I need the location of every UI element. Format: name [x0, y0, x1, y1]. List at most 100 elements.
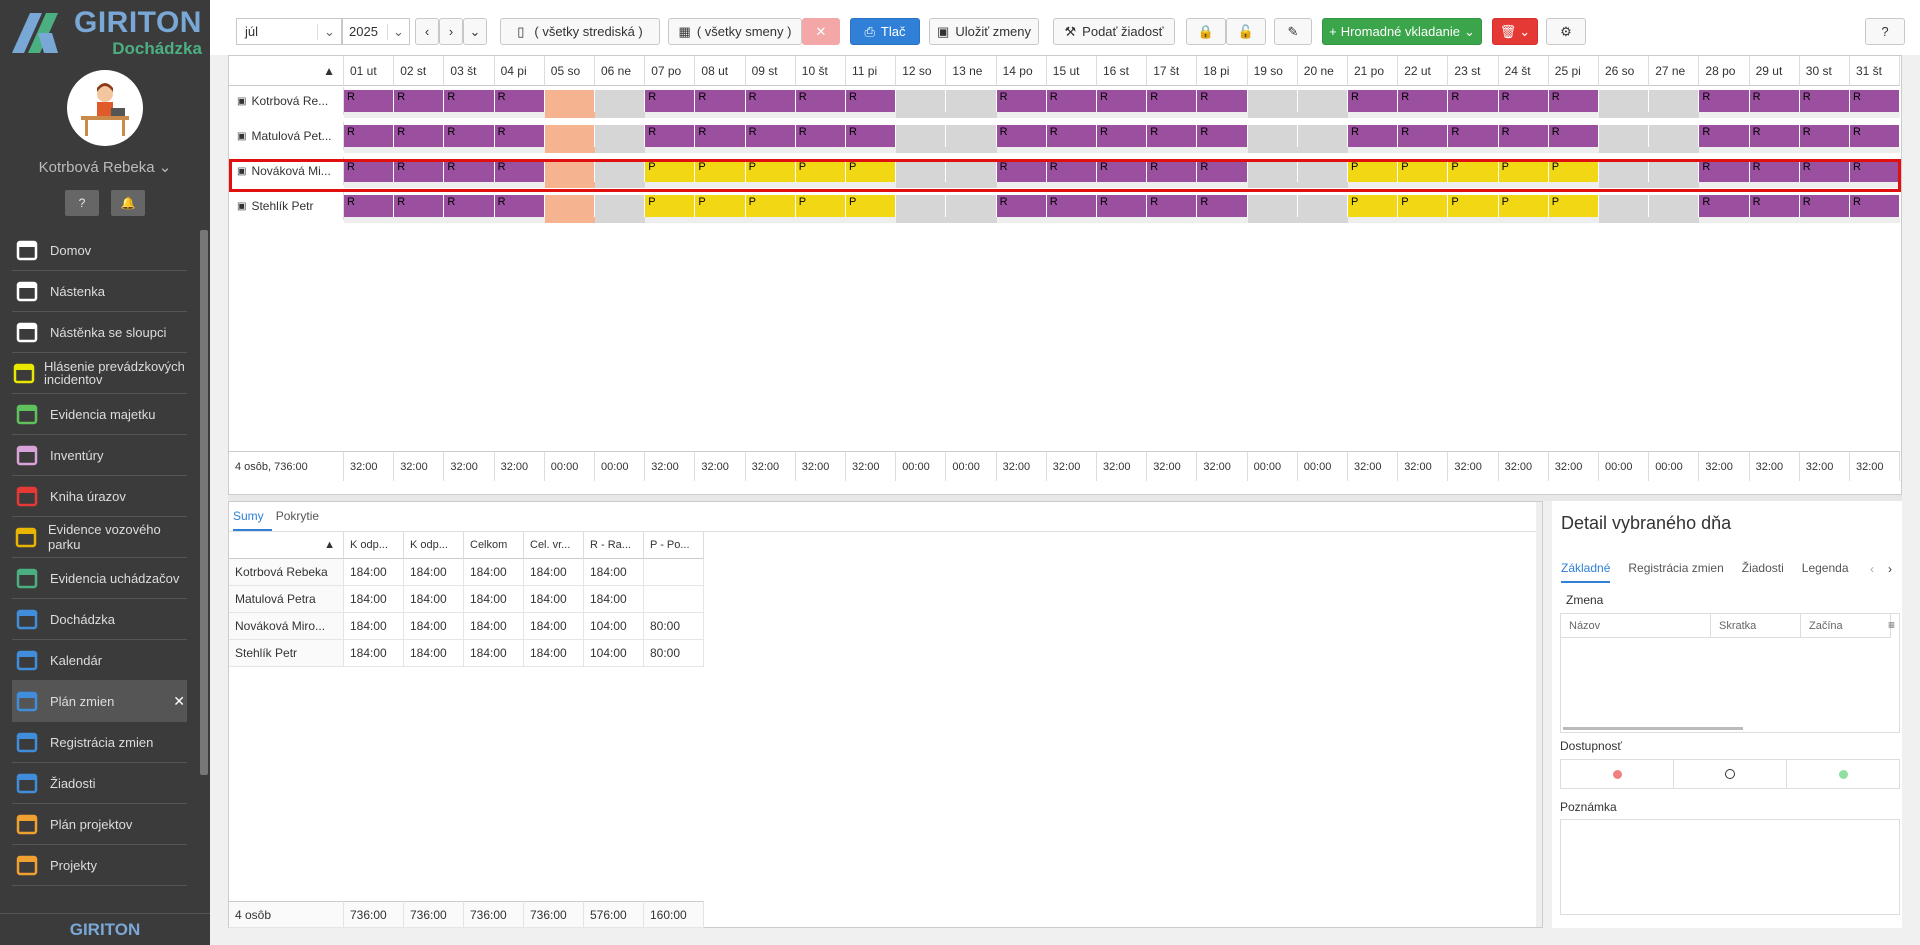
- shift-cell[interactable]: R: [1498, 125, 1549, 147]
- day-header[interactable]: 08 ut: [695, 56, 746, 86]
- prev-month-button[interactable]: ‹: [415, 18, 439, 45]
- day-header[interactable]: 05 so: [544, 56, 595, 86]
- day-header[interactable]: 04 pi: [494, 56, 545, 86]
- shift-cell[interactable]: [544, 160, 595, 182]
- submit-request-button[interactable]: ⚒ Podať žiadosť: [1053, 18, 1175, 45]
- shift-cell[interactable]: R: [1850, 125, 1901, 147]
- sidebar-item-4[interactable]: Evidencia majetku: [12, 394, 187, 435]
- shift-cell[interactable]: R: [745, 125, 796, 147]
- sums-row-name[interactable]: Stehlík Petr: [229, 640, 344, 667]
- shift-cell[interactable]: [595, 90, 646, 112]
- shift-cell[interactable]: R: [344, 125, 395, 147]
- shift-cell[interactable]: [1649, 125, 1700, 147]
- day-header[interactable]: 28 po: [1699, 56, 1750, 86]
- shift-cell[interactable]: R: [1548, 90, 1599, 112]
- shift-cell[interactable]: R: [1097, 160, 1148, 182]
- shift-cell[interactable]: R: [394, 160, 445, 182]
- shift-cell[interactable]: R: [344, 160, 395, 182]
- shift-cell[interactable]: R: [695, 90, 746, 112]
- shift-cell[interactable]: R: [846, 90, 897, 112]
- shift-cell[interactable]: R: [1749, 125, 1800, 147]
- sidebar-item-3[interactable]: Hlásenie prevádzkových incidentov: [12, 353, 187, 394]
- month-select[interactable]: júl ⌄: [236, 18, 342, 45]
- shift-cell[interactable]: R: [645, 90, 696, 112]
- shift-cell[interactable]: R: [494, 125, 545, 147]
- shift-cell[interactable]: [1599, 125, 1650, 147]
- shift-cell[interactable]: [544, 90, 595, 112]
- shift-cell[interactable]: P: [1448, 195, 1499, 217]
- day-header[interactable]: 11 pi: [846, 56, 897, 86]
- day-header[interactable]: 19 so: [1247, 56, 1298, 86]
- shift-cell[interactable]: [946, 195, 997, 217]
- shift-cell[interactable]: R: [1097, 125, 1148, 147]
- shift-cell[interactable]: [946, 125, 997, 147]
- shift-cell[interactable]: P: [1498, 160, 1549, 182]
- shift-cell[interactable]: R: [1850, 90, 1901, 112]
- shift-cell[interactable]: R: [1699, 125, 1750, 147]
- shift-cell[interactable]: R: [996, 125, 1047, 147]
- horizontal-scrollbar[interactable]: [1563, 727, 1743, 730]
- shift-cell[interactable]: R: [1448, 90, 1499, 112]
- employee-name[interactable]: ▣ Nováková Mi...: [229, 157, 344, 185]
- shift-cell[interactable]: R: [444, 195, 495, 217]
- day-header[interactable]: 16 st: [1097, 56, 1148, 86]
- shift-cell[interactable]: P: [1348, 160, 1399, 182]
- shifts-filter-button[interactable]: ▦( všetky smeny ): [668, 18, 802, 45]
- shift-cell[interactable]: R: [1147, 90, 1198, 112]
- shift-cell[interactable]: [896, 90, 947, 112]
- delete-button[interactable]: 🗑 ⌄: [1492, 18, 1538, 45]
- sums-row-name[interactable]: Matulová Petra: [229, 586, 344, 613]
- shift-cell[interactable]: R: [1850, 195, 1901, 217]
- shift-cell[interactable]: [1649, 160, 1700, 182]
- sums-column-header[interactable]: R - Ra...: [584, 532, 644, 559]
- day-header[interactable]: 17 št: [1147, 56, 1198, 86]
- sidebar-item-15[interactable]: Projekty: [12, 845, 187, 886]
- shift-cell[interactable]: R: [394, 90, 445, 112]
- day-header[interactable]: 20 ne: [1297, 56, 1348, 86]
- shift-cell[interactable]: R: [695, 125, 746, 147]
- sidebar-item-7[interactable]: Evidence vozového parku: [12, 517, 187, 558]
- day-header[interactable]: 01 ut: [344, 56, 395, 86]
- day-header[interactable]: 21 po: [1348, 56, 1399, 86]
- shift-cell[interactable]: P: [846, 160, 897, 182]
- splitter-handle[interactable]: [228, 495, 1902, 501]
- shift-cell[interactable]: P: [695, 160, 746, 182]
- shift-cell[interactable]: R: [1197, 90, 1248, 112]
- shift-cell[interactable]: R: [1197, 160, 1248, 182]
- shift-table-header[interactable]: Začína: [1801, 614, 1891, 638]
- day-header[interactable]: 23 st: [1448, 56, 1499, 86]
- shift-cell[interactable]: R: [996, 195, 1047, 217]
- shift-cell[interactable]: R: [1147, 195, 1198, 217]
- sums-column-header[interactable]: K odp...: [344, 532, 404, 559]
- lock-button[interactable]: 🔒: [1186, 18, 1226, 45]
- help-icon[interactable]: ?: [65, 190, 99, 216]
- shift-cell[interactable]: R: [1147, 160, 1198, 182]
- shift-cell[interactable]: [946, 90, 997, 112]
- print-button[interactable]: ⎙ Tlač: [850, 18, 920, 45]
- day-header[interactable]: 25 pi: [1548, 56, 1599, 86]
- shift-cell[interactable]: R: [1398, 90, 1449, 112]
- shift-cell[interactable]: R: [1348, 90, 1399, 112]
- shift-cell[interactable]: R: [1799, 195, 1850, 217]
- shift-cell[interactable]: R: [1046, 125, 1097, 147]
- shift-cell[interactable]: [1247, 90, 1298, 112]
- day-header[interactable]: 31 št: [1850, 56, 1901, 86]
- day-header[interactable]: 15 ut: [1046, 56, 1097, 86]
- shift-cell[interactable]: [1649, 195, 1700, 217]
- shift-cell[interactable]: R: [1799, 90, 1850, 112]
- shift-cell[interactable]: [1247, 195, 1298, 217]
- tab-sums[interactable]: Sumy: [233, 502, 272, 531]
- employee-name[interactable]: ▣ Stehlík Petr: [229, 192, 344, 220]
- sort-header[interactable]: ▲: [229, 56, 344, 86]
- shift-cell[interactable]: R: [1448, 125, 1499, 147]
- availability-unavailable[interactable]: [1561, 760, 1674, 788]
- shift-cell[interactable]: R: [1548, 125, 1599, 147]
- shift-cell[interactable]: R: [1348, 125, 1399, 147]
- shift-cell[interactable]: R: [394, 195, 445, 217]
- availability-neutral[interactable]: [1674, 760, 1787, 788]
- detail-tab-1[interactable]: Registrácia zmien: [1628, 561, 1724, 575]
- shift-cell[interactable]: R: [394, 125, 445, 147]
- shift-cell[interactable]: R: [1398, 125, 1449, 147]
- shift-cell[interactable]: R: [795, 90, 846, 112]
- shift-cell[interactable]: [1297, 160, 1348, 182]
